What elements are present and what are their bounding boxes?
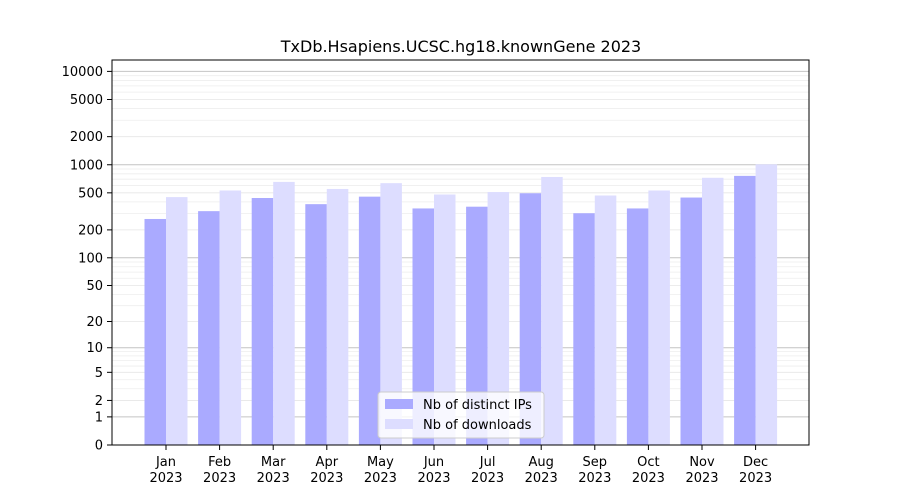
bar-downloads — [326, 188, 349, 445]
legend: Nb of distinct IPs Nb of downloads — [377, 391, 545, 439]
x-tick-label-year: 2023 — [257, 471, 290, 486]
bar-distinct-ips — [626, 208, 649, 445]
bar-downloads — [702, 177, 724, 445]
x-tick-label-year: 2023 — [364, 471, 397, 486]
bar-downloads — [487, 192, 510, 445]
bar-downloads — [541, 176, 563, 445]
x-tick-label-month: Dec — [743, 455, 768, 470]
bar-downloads — [755, 164, 778, 445]
bar-downloads — [166, 197, 188, 445]
y-tick-label: 1 — [95, 410, 103, 425]
y-tick-label: 500 — [78, 186, 103, 201]
y-tick-label: 10000 — [62, 65, 103, 80]
x-tick-label-year: 2023 — [525, 471, 558, 486]
y-tick-label: 1000 — [70, 158, 103, 173]
x-tick-label-year: 2023 — [632, 471, 665, 486]
x-tick-label-month: Feb — [208, 455, 231, 470]
x-tick-label-year: 2023 — [149, 471, 182, 486]
x-tick-label-year: 2023 — [471, 471, 504, 486]
x-tick-label-year: 2023 — [310, 471, 343, 486]
bars — [144, 164, 778, 446]
x-tick-label-month: Mar — [261, 455, 286, 470]
bar-distinct-ips — [412, 208, 434, 445]
x-tick-label-month: Oct — [637, 455, 659, 470]
plot-frame — [111, 59, 810, 446]
y-tick-label: 20 — [86, 315, 103, 330]
bar-distinct-ips — [680, 197, 702, 445]
bar-distinct-ips — [519, 193, 542, 445]
y-axis: 0 12 5 10 20 50 100 200 500 1000 2000 5000 10000 — [62, 65, 112, 454]
y-tick-label: 2 — [95, 394, 103, 409]
x-tick-label-year: 2023 — [203, 471, 236, 486]
bar-distinct-ips — [198, 211, 220, 445]
x-tick-label-year: 2023 — [578, 471, 611, 486]
bar-distinct-ips — [573, 213, 595, 445]
bar-distinct-ips — [358, 196, 381, 445]
x-tick-label-year: 2023 — [739, 471, 772, 486]
x-tick-label-month: Nov — [689, 455, 715, 470]
bar-downloads — [380, 183, 402, 445]
y-tick-label: 2000 — [70, 130, 103, 145]
bar-downloads — [273, 181, 295, 445]
y-tick-label: 10 — [86, 341, 103, 356]
bar-distinct-ips — [305, 204, 327, 445]
chart-title: TxDb.Hsapiens.UCSC.hg18.knownGene 2023 — [280, 37, 641, 56]
bar-downloads — [219, 190, 242, 445]
bar-downloads — [434, 194, 456, 445]
y-tick-label: 5 — [95, 366, 103, 381]
x-axis: Jan2023Feb2023Mar2023Apr2023May2023Jun20… — [149, 445, 772, 486]
bar-downloads — [594, 195, 617, 445]
legend-label: Nb of distinct IPs — [423, 398, 532, 413]
x-tick-label-month: Sep — [583, 455, 608, 470]
bar-distinct-ips — [734, 175, 756, 446]
bar-distinct-ips — [251, 198, 274, 445]
y-tick-label: 5000 — [70, 93, 103, 108]
legend-box — [377, 391, 545, 439]
legend-label: Nb of downloads — [423, 418, 532, 433]
x-tick-label-month: Jan — [155, 455, 176, 470]
y-tick-label: 50 — [86, 279, 103, 294]
legend-swatch — [385, 399, 413, 409]
x-tick-label-month: Jul — [479, 455, 496, 470]
y-tick-label: 100 — [78, 251, 103, 266]
y-tick-label: 200 — [78, 223, 103, 238]
y-tick-label: 0 — [95, 439, 103, 454]
legend-swatch — [385, 419, 413, 429]
bar-distinct-ips — [144, 218, 166, 445]
x-tick-label-month: Aug — [529, 455, 554, 470]
x-tick-label-month: May — [367, 455, 394, 470]
bar-downloads — [648, 190, 670, 445]
x-tick-label-year: 2023 — [417, 471, 450, 486]
x-tick-label-month: Jun — [423, 455, 444, 470]
x-tick-label-year: 2023 — [685, 471, 718, 486]
bar-distinct-ips — [466, 206, 488, 445]
x-tick-label-month: Apr — [316, 455, 339, 470]
